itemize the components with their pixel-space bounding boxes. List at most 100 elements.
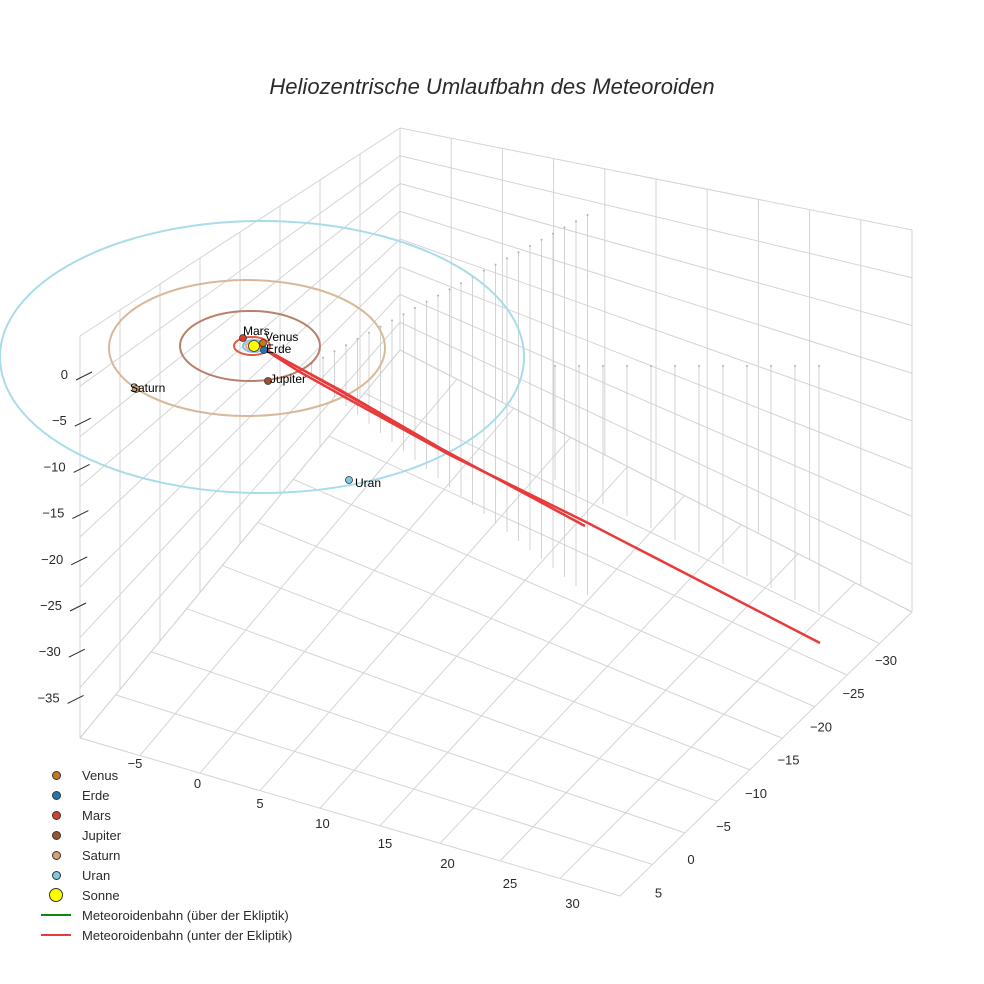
drop-point bbox=[626, 365, 628, 367]
z-tick-mark bbox=[72, 510, 89, 520]
orbit-saturn bbox=[108, 279, 386, 417]
legend-label: Mars bbox=[82, 807, 111, 823]
floor-grid-line bbox=[293, 478, 815, 708]
legend-item[interactable]: Meteoroidenbahn (unter der Ekliptik) bbox=[40, 925, 292, 945]
planet-uran-label: Uran bbox=[355, 476, 381, 490]
drop-point bbox=[722, 365, 724, 367]
floor-grid-line bbox=[186, 608, 718, 802]
x-tick-label: 25 bbox=[503, 876, 517, 891]
left-wall-grid-hline bbox=[79, 266, 401, 588]
legend-item[interactable]: Sonne bbox=[40, 885, 292, 905]
drop-point bbox=[554, 365, 556, 367]
y-tick-label: −15 bbox=[777, 753, 799, 768]
legend-symbol bbox=[40, 785, 72, 805]
legend-item[interactable]: Meteoroidenbahn (über der Ekliptik) bbox=[40, 905, 292, 925]
legend-dot-marker bbox=[51, 830, 61, 840]
floor-grid-line bbox=[222, 565, 750, 771]
drop-point bbox=[379, 325, 382, 328]
legend-label: Meteoroidenbahn (über der Ekliptik) bbox=[82, 907, 289, 923]
legend-label: Meteoroidenbahn (unter der Ekliptik) bbox=[82, 927, 293, 943]
floor-grid-line bbox=[499, 553, 799, 862]
legend-item[interactable]: Jupiter bbox=[40, 825, 292, 845]
drop-point bbox=[650, 365, 652, 367]
right-wall-grid-hline bbox=[399, 294, 913, 517]
z-tick-mark bbox=[67, 694, 84, 704]
drop-point bbox=[552, 232, 554, 235]
planet-saturn-marker bbox=[132, 385, 140, 393]
legend-label: Saturn bbox=[82, 847, 121, 863]
x-tick-label: 20 bbox=[440, 856, 454, 871]
left-wall-grid-hline bbox=[79, 155, 401, 387]
legend-item[interactable]: Erde bbox=[40, 785, 292, 805]
z-tick-label: −25 bbox=[40, 598, 62, 613]
drop-point bbox=[368, 331, 370, 334]
drop-point bbox=[529, 245, 531, 247]
drop-point bbox=[483, 269, 485, 272]
drop-point bbox=[506, 257, 508, 260]
legend-item[interactable]: Uran bbox=[40, 865, 292, 885]
drop-point bbox=[770, 365, 772, 367]
z-tick-mark bbox=[73, 463, 90, 473]
z-tick-label: −35 bbox=[38, 690, 60, 705]
planet-uran-marker bbox=[345, 476, 353, 484]
z-tick-label: −30 bbox=[39, 644, 61, 659]
legend-item[interactable]: Mars bbox=[40, 805, 292, 825]
drop-point bbox=[448, 288, 451, 291]
z-tick-label: −10 bbox=[44, 459, 66, 474]
planet-jupiter-label: Jupiter bbox=[270, 372, 306, 386]
legend-item[interactable]: Saturn bbox=[40, 845, 292, 865]
drop-point bbox=[345, 344, 347, 347]
drop-point bbox=[425, 300, 428, 303]
z-tick-mark bbox=[68, 648, 86, 658]
z-tick-mark bbox=[74, 417, 92, 427]
meteoroid-trajectory bbox=[259, 345, 821, 645]
planet-venus-label: Venus bbox=[265, 330, 298, 344]
legend-dot-marker bbox=[51, 870, 61, 880]
legend-dot-marker bbox=[51, 770, 61, 780]
legend-symbol bbox=[40, 925, 72, 945]
legend-symbol bbox=[40, 825, 72, 845]
drop-point bbox=[575, 220, 577, 223]
left-wall-grid-hline bbox=[79, 127, 401, 337]
y-tick-label: −25 bbox=[842, 686, 864, 701]
legend[interactable]: Venus Erde Mars Jupiter Saturn Uran Sonne Meteo… bbox=[40, 765, 292, 945]
legend-symbol bbox=[40, 765, 72, 785]
planet-mars-label: Mars bbox=[243, 324, 270, 338]
y-tick-label: −5 bbox=[716, 819, 731, 834]
drop-point bbox=[698, 365, 700, 367]
floor-grid-line bbox=[139, 378, 458, 756]
orbit-mars bbox=[233, 336, 271, 356]
legend-dot-marker bbox=[51, 810, 61, 820]
trajectory-drop-lines bbox=[299, 214, 820, 612]
left-wall-grid-hline bbox=[79, 294, 401, 638]
floor-grid-line bbox=[399, 349, 913, 613]
axis-ticks: 0 −5 −10 −15 −20 −25 −30 −35 −5 0 5 10 15 20 25 30 −30 −2… bbox=[38, 367, 897, 911]
drop-point bbox=[322, 356, 324, 359]
legend-dot-marker bbox=[49, 888, 63, 902]
legend-item[interactable]: Venus bbox=[40, 765, 292, 785]
sun-marker bbox=[248, 340, 260, 352]
right-wall-grid-hline bbox=[399, 155, 913, 279]
z-tick-label: 0 bbox=[61, 367, 68, 382]
floor-grid-line bbox=[257, 521, 783, 739]
floor-grid-line bbox=[328, 435, 848, 676]
y-tick-label: −20 bbox=[810, 719, 832, 734]
left-wall-grid-hline bbox=[79, 238, 401, 538]
right-wall-grid-hline bbox=[399, 183, 913, 326]
right-wall-grid-hline bbox=[399, 127, 913, 231]
x-tick-label: 15 bbox=[378, 836, 392, 851]
legend-dot-marker bbox=[51, 850, 61, 860]
floor-grid-line bbox=[559, 582, 856, 879]
drop-point bbox=[333, 350, 336, 353]
z-tick-mark bbox=[70, 556, 88, 566]
drop-point bbox=[563, 226, 566, 229]
floor-grid-line bbox=[619, 611, 913, 897]
drop-point bbox=[578, 365, 580, 367]
chart-title: Heliozentrische Umlaufbahn des Meteoroid… bbox=[269, 74, 715, 99]
legend-dot-marker bbox=[51, 790, 61, 800]
drop-point bbox=[586, 214, 589, 216]
right-wall-grid-hline bbox=[399, 321, 913, 565]
left-wall-grid-hline bbox=[79, 210, 401, 488]
legend-symbol bbox=[40, 845, 72, 865]
